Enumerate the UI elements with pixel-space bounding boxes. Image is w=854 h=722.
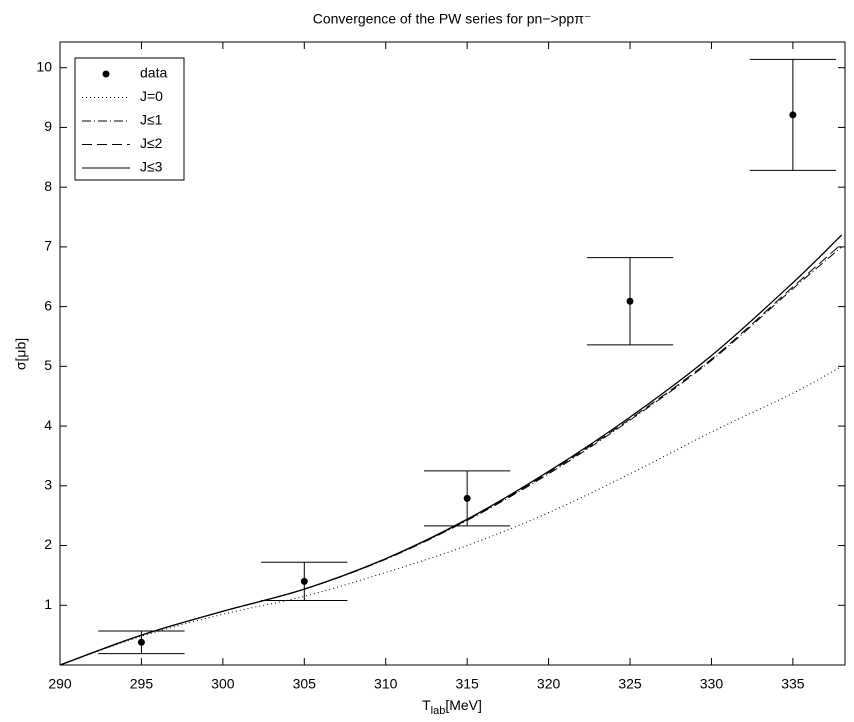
legend-label: J≤1	[140, 112, 163, 128]
x-tick-label: 325	[618, 676, 642, 692]
data-point	[463, 494, 471, 502]
legend-box	[74, 57, 185, 181]
y-tick-label: 1	[44, 596, 52, 612]
legend-label: J≤3	[140, 159, 163, 175]
curve	[60, 365, 842, 665]
y-axis-label: σ[μb]	[13, 338, 29, 370]
data-point	[300, 577, 308, 585]
x-axis-label: Tlab[MeV]	[422, 697, 482, 717]
x-label-unit: [MeV]	[445, 697, 482, 713]
y-tick-label: 6	[44, 297, 52, 313]
data-point	[626, 297, 634, 305]
curve	[60, 243, 843, 665]
x-label-main: T	[422, 697, 431, 713]
legend-marker	[102, 70, 110, 78]
y-tick-label: 7	[44, 238, 52, 254]
legend-label: J=0	[140, 88, 163, 104]
x-tick-label: 300	[211, 676, 235, 692]
y-tick-label: 10	[36, 58, 52, 74]
y-tick-label: 2	[44, 536, 52, 552]
y-tick-label: 9	[44, 118, 52, 134]
y-tick-label: 5	[44, 357, 52, 373]
x-tick-label: 335	[781, 676, 805, 692]
y-tick-label: 4	[44, 417, 52, 433]
curve	[60, 234, 843, 665]
x-tick-label: 320	[537, 676, 561, 692]
x-tick-label: 295	[130, 676, 154, 692]
x-tick-label: 305	[293, 676, 317, 692]
legend-label: data	[140, 65, 167, 81]
x-tick-label: 290	[48, 676, 72, 692]
plot-frame	[59, 41, 846, 666]
x-tick-label: 310	[374, 676, 398, 692]
chart-title: Convergence of the PW series for pn−>ppπ…	[313, 11, 592, 27]
x-tick-label: 315	[455, 676, 479, 692]
data-point	[137, 638, 145, 646]
data-point	[789, 111, 797, 119]
x-tick-label: 330	[700, 676, 724, 692]
y-tick-label: 3	[44, 477, 52, 493]
y-tick-label: 8	[44, 178, 52, 194]
x-label-sub: lab	[431, 705, 446, 717]
legend-label: J≤2	[140, 135, 163, 151]
